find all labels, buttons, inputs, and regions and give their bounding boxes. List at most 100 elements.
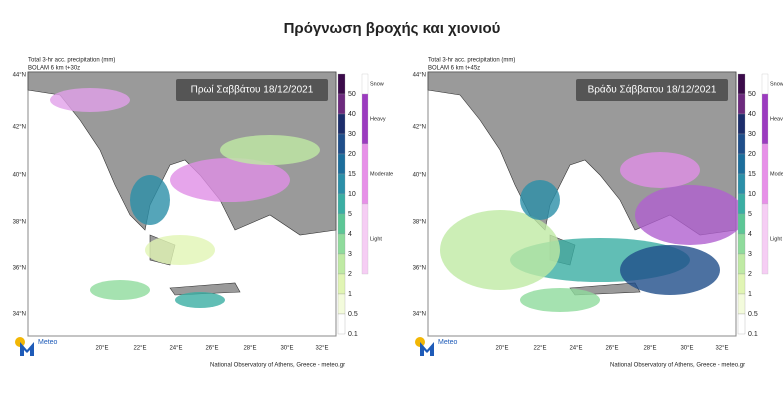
colorbar-swatch: [737, 273, 746, 295]
lat-label: 34°N: [413, 312, 426, 318]
lon-label: 28°E: [243, 346, 256, 352]
lon-label: 30°E: [680, 346, 693, 352]
time-label: Πρωί Σαββάτου 18/12/2021: [191, 84, 314, 96]
colorbar-swatch: [337, 133, 346, 155]
colorbar-label: 2: [748, 271, 752, 278]
colorbar-swatch: [337, 153, 346, 175]
colorbar-swatch: [737, 73, 746, 95]
colorbar-swatch: [737, 313, 746, 335]
intensity-bar: [361, 143, 369, 205]
logo-text: Meteo: [38, 339, 58, 346]
intensity-label: Moderate: [370, 171, 393, 177]
colorbar-label: 3: [748, 251, 752, 258]
lon-label: 26°E: [605, 346, 618, 352]
colorbar-swatch: [737, 153, 746, 175]
colorbar-label: 3: [348, 251, 352, 258]
intensity-bar: [361, 203, 369, 275]
lat-label: 36°N: [13, 266, 26, 272]
colorbar-swatch: [737, 133, 746, 155]
intensity-label: Snow: [370, 81, 384, 87]
land: [169, 282, 241, 296]
colorbar-label: 15: [748, 171, 756, 178]
colorbar-swatch: [337, 213, 346, 235]
colorbar-label: 2: [348, 271, 352, 278]
footer: National Observatory of Athens, Greece -…: [210, 363, 345, 369]
intensity-bar: [761, 143, 769, 205]
precip-area: [440, 210, 560, 290]
precip-area: [520, 288, 600, 312]
colorbar-label: 5: [748, 211, 752, 218]
colorbar-label: 30: [348, 131, 356, 138]
colorbar-swatch: [337, 253, 346, 275]
lat-label: 38°N: [413, 220, 426, 226]
lat-label: 44°N: [413, 73, 426, 79]
lon-label: 32°E: [715, 346, 728, 352]
precip-area: [520, 180, 560, 220]
lon-label: 22°E: [133, 346, 146, 352]
lat-label: 40°N: [13, 173, 26, 179]
colorbar-label: 0.5: [748, 311, 758, 318]
colorbar-label: 15: [348, 171, 356, 178]
logo-text: Meteo: [438, 339, 458, 346]
precip-area: [175, 292, 225, 308]
logo-mark: [420, 342, 434, 356]
colorbar-swatch: [337, 233, 346, 255]
lon-label: 20°E: [95, 346, 108, 352]
intensity-label: Snow: [770, 81, 783, 87]
colorbar-label: 10: [348, 191, 356, 198]
colorbar-label: 20: [748, 151, 756, 158]
lat-label: 36°N: [413, 266, 426, 272]
lon-label: 24°E: [569, 346, 582, 352]
time-label-box: [576, 79, 728, 101]
time-label-box: [176, 79, 328, 101]
colorbar-swatch: [337, 193, 346, 215]
precip-area: [620, 245, 720, 295]
colorbar-swatch: [337, 113, 346, 135]
lat-label: 40°N: [413, 173, 426, 179]
colorbar-label: 0.1: [748, 331, 758, 338]
lat-label: 42°N: [13, 125, 26, 131]
model-label: BOLAM 6 km t+45z: [428, 66, 480, 72]
colorbar-swatch: [337, 73, 346, 95]
colorbar-swatch: [337, 273, 346, 295]
precip-area: [620, 152, 700, 188]
colorbar-swatch: [737, 113, 746, 135]
logo-mark: [20, 342, 34, 356]
colorbar-label: 0.1: [348, 331, 358, 338]
colorbar-label: 40: [348, 111, 356, 118]
lon-label: 32°E: [315, 346, 328, 352]
lon-label: 22°E: [533, 346, 546, 352]
colorbar-swatch: [737, 233, 746, 255]
lon-label: 20°E: [495, 346, 508, 352]
colorbar-label: 4: [348, 231, 352, 238]
map-header: Total 3-hr acc. precipitation (mm): [428, 58, 515, 64]
intensity-bar: [761, 203, 769, 275]
lon-label: 28°E: [643, 346, 656, 352]
intensity-bar: [361, 93, 369, 145]
colorbar-label: 40: [748, 111, 756, 118]
precip-area: [220, 135, 320, 165]
intensity-label: Heavy: [770, 116, 783, 122]
intensity-label: Light: [370, 236, 382, 242]
time-label: Βράδυ Σάββατου 18/12/2021: [588, 84, 717, 96]
precip-area: [90, 280, 150, 300]
colorbar-label: 10: [748, 191, 756, 198]
colorbar-swatch: [737, 213, 746, 235]
lon-label: 30°E: [280, 346, 293, 352]
lat-label: 34°N: [13, 312, 26, 318]
colorbar-label: 4: [748, 231, 752, 238]
intensity-label: Moderate: [770, 171, 783, 177]
colorbar-label: 1: [348, 291, 352, 298]
precip-area: [635, 185, 745, 245]
colorbar-label: 30: [748, 131, 756, 138]
map-header: Total 3-hr acc. precipitation (mm): [28, 58, 115, 64]
intensity-bar: [361, 73, 369, 95]
colorbar-swatch: [337, 93, 346, 115]
slide-title: Πρόγνωση βροχής και χιονιού: [284, 20, 501, 37]
colorbar-swatch: [737, 293, 746, 315]
colorbar-swatch: [737, 93, 746, 115]
model-label: BOLAM 6 km t+30z: [28, 66, 80, 72]
colorbar-label: 5: [348, 211, 352, 218]
lat-label: 38°N: [13, 220, 26, 226]
